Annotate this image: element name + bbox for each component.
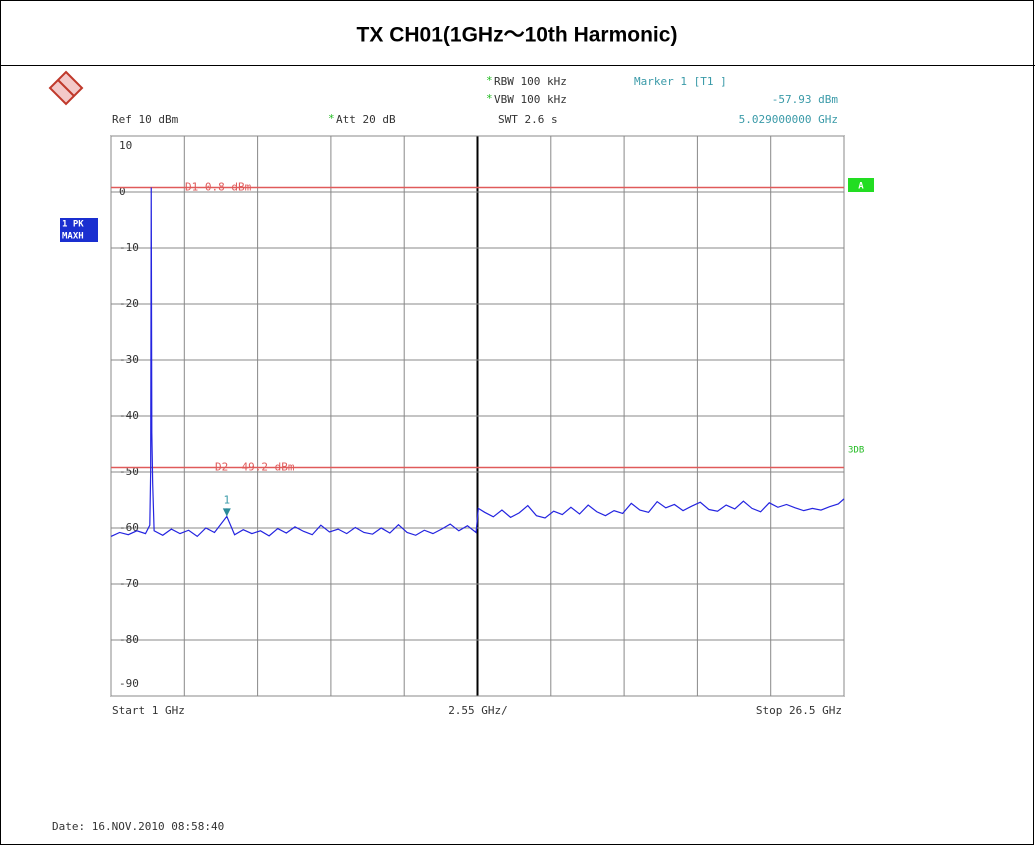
y-tick-label: -80: [119, 633, 139, 646]
y-tick-label: -30: [119, 353, 139, 366]
trace-label: MAXH: [62, 232, 84, 242]
start-label: Start 1 GHz: [112, 704, 185, 717]
trace: [110, 187, 845, 538]
trace-badge: [60, 218, 98, 242]
y-tick-label: 0: [119, 185, 126, 198]
y-tick-label: -70: [119, 577, 139, 590]
asterisk: *: [486, 74, 493, 87]
display-line-label: D2 -49.2 dBm: [215, 461, 295, 474]
asterisk: *: [328, 112, 335, 125]
ref-level: Ref 10 dBm: [112, 113, 179, 126]
marker-level: -57.93 dBm: [772, 93, 839, 106]
display-line-label: D1 0.8 dBm: [185, 181, 252, 194]
chart-title: TX CH01(1GHz～10th Harmonic): [357, 24, 678, 47]
logo: [48, 70, 84, 106]
side-label: 3DB: [848, 446, 864, 456]
marker-title: Marker 1 [T1 ]: [634, 75, 727, 88]
side-label: A: [858, 182, 864, 192]
y-tick-label: -40: [119, 409, 139, 422]
vbw: VBW 100 kHz: [494, 93, 567, 106]
y-tick-label: -90: [119, 677, 139, 690]
swt: SWT 2.6 s: [498, 113, 558, 126]
trace-label: 1 PK: [62, 220, 84, 230]
y-tick-label: -10: [119, 241, 139, 254]
marker-label: 1: [224, 493, 231, 506]
limit-badge: [848, 178, 874, 192]
att: Att 20 dB: [336, 113, 396, 126]
asterisk: *: [486, 92, 493, 105]
date: Date: 16.NOV.2010 08:58:40: [52, 820, 224, 833]
y-tick-label: -60: [119, 521, 139, 534]
y-tick-label: -20: [119, 297, 139, 310]
y-tick-label: 10: [119, 139, 132, 152]
span-label: 2.55 GHz/: [448, 704, 508, 717]
marker-frequency: 5.029000000 GHz: [739, 113, 838, 126]
rbw: RBW 100 kHz: [494, 75, 567, 88]
stop-label: Stop 26.5 GHz: [756, 704, 842, 717]
